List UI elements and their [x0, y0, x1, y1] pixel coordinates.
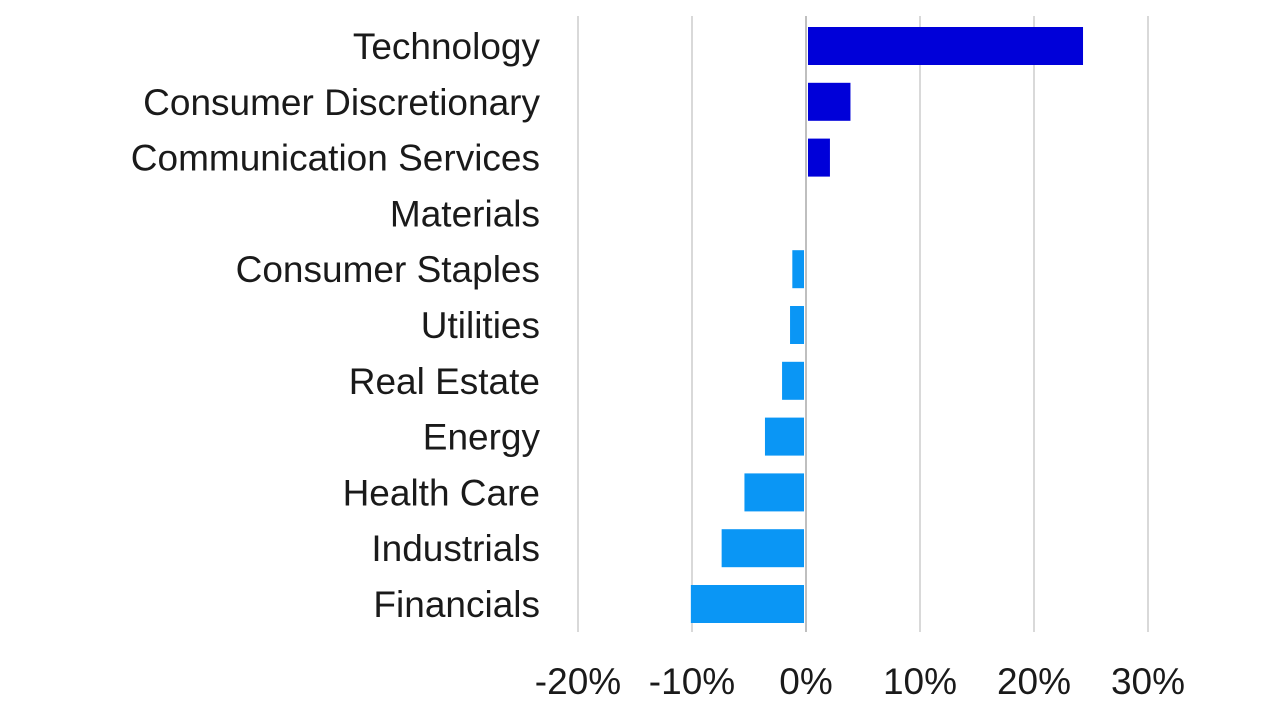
category-label: Real Estate [349, 361, 540, 402]
bar [744, 473, 804, 512]
x-tick-label: 10% [883, 661, 957, 702]
x-tick-label: -10% [649, 661, 735, 702]
bar [790, 306, 804, 344]
x-tick-label: -20% [535, 661, 621, 702]
bar [782, 361, 804, 400]
bar [808, 138, 830, 177]
category-label: Materials [390, 193, 540, 234]
bar [690, 585, 804, 623]
category-label: Energy [423, 417, 541, 458]
x-tick-label: 0% [779, 661, 832, 702]
category-label: Health Care [343, 472, 540, 513]
x-tick-label: 20% [997, 661, 1071, 702]
category-label: Consumer Staples [236, 249, 540, 290]
category-label: Industrials [371, 528, 540, 569]
bar [808, 82, 851, 121]
gridlines [577, 16, 1149, 632]
category-label: Communication Services [131, 138, 540, 179]
x-tick-label: 30% [1111, 661, 1185, 702]
bar [792, 250, 804, 289]
category-label: Consumer Discretionary [143, 82, 540, 123]
category-label: Utilities [421, 305, 540, 346]
x-axis-tick-labels: -20% -10% 0% 10% 20% 30% [535, 661, 1185, 702]
category-labels: Technology Consumer Discretionary Communic… [131, 26, 541, 625]
bar [808, 27, 1084, 65]
bars [690, 27, 1084, 623]
category-label: Financials [373, 584, 540, 625]
bar [764, 417, 804, 456]
bar [721, 529, 804, 568]
category-label: Technology [353, 26, 541, 67]
